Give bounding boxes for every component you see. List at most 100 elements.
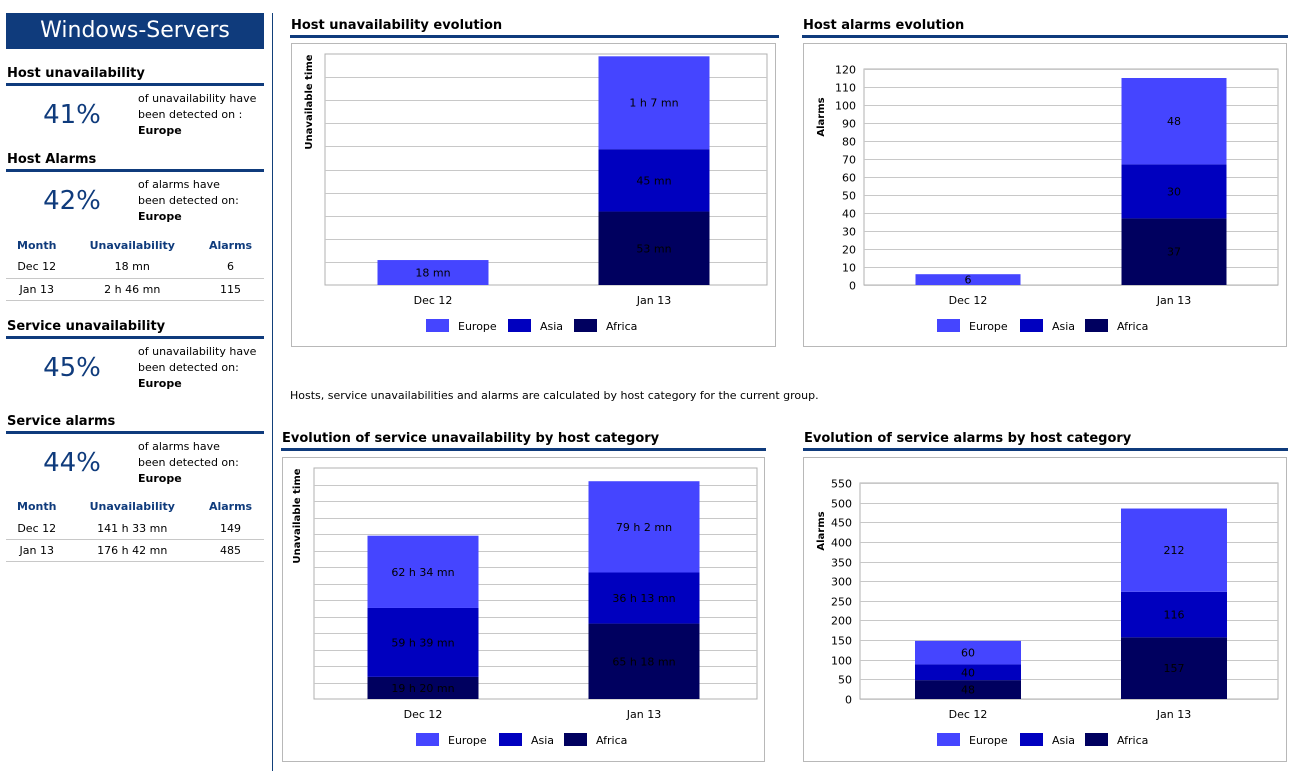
bar-africa (1121, 218, 1227, 285)
legend-label-africa: Africa (1117, 734, 1148, 747)
chart-frame: 0 50 100 150 200 250 300 350 400 450 500 550 Alarms 4… (803, 457, 1287, 762)
legend-swatch-africa (1085, 319, 1108, 332)
y-tick-label: 350 (831, 557, 852, 570)
y-tick-label: 500 (831, 498, 852, 511)
alarms-cell: 6 (197, 256, 264, 279)
chart-frame: Unavailable time 19 h 20 mn 59 h 39 mn 62 h… (282, 457, 765, 762)
legend-label-africa: Africa (606, 320, 637, 333)
service-unavailability-heading: Service unavailability (6, 319, 264, 339)
unavailability-cell: 2 h 46 mn (67, 278, 198, 301)
legend-label-europe: Europe (448, 734, 487, 747)
chart-title: Host unavailability evolution (290, 18, 779, 38)
table-row: Jan 13 2 h 46 mn 115 (6, 278, 264, 301)
legend-label-europe: Europe (969, 734, 1008, 747)
y-tick-label: 40 (842, 208, 856, 221)
bar-europe (1121, 508, 1227, 592)
table-header-row: Month Unavailability Alarms (6, 234, 264, 256)
host-alarms-stat: 42% of alarms have been detected on: Eur… (6, 172, 264, 230)
y-tick-label: 120 (835, 64, 856, 77)
legend-label-europe: Europe (458, 320, 497, 333)
service-summary-table: Month Unavailability Alarms Dec 12 141 h… (6, 496, 264, 562)
x-tick-label: Jan 13 (626, 708, 661, 721)
bar-africa (915, 680, 1021, 699)
table-header-row: Month Unavailability Alarms (6, 496, 264, 518)
legend-swatch-africa (1085, 733, 1108, 746)
unavailability-header: Unavailability (89, 500, 175, 513)
y-axis-label: Alarms (816, 511, 827, 550)
data-label: 1 h 7 mn (629, 97, 678, 110)
legend-label-asia: Asia (1052, 734, 1075, 747)
bar-asia (367, 607, 479, 677)
legend-label-africa: Africa (1117, 320, 1148, 333)
y-tick-label: 200 (831, 615, 852, 628)
y-tick-label: 20 (842, 244, 856, 257)
bar-asia (598, 149, 710, 212)
bar-africa (367, 676, 479, 699)
month-cell: Dec 12 (6, 517, 68, 540)
service-alarms-text: of alarms have been detected on: Europe (138, 439, 239, 485)
data-label: 18 mn (415, 267, 450, 280)
month-cell: Jan 13 (6, 539, 68, 562)
data-label: 157 (1164, 662, 1185, 675)
y-tick-label: 110 (835, 82, 856, 95)
x-tick-label: Dec 12 (414, 294, 453, 307)
host-unavailability-heading: Host unavailability (6, 66, 264, 86)
service-unavailability-value: 45% (43, 352, 101, 383)
service-alarms-stat: 44% of alarms have been detected on: Eur… (6, 434, 264, 492)
data-label: 40 (961, 666, 975, 679)
bar-asia (588, 572, 700, 624)
data-label: 45 mn (636, 174, 671, 187)
service-unavailability-category: Europe (138, 376, 182, 390)
legend-label-asia: Asia (540, 320, 563, 333)
data-label: 30 (1167, 185, 1181, 198)
y-tick-label: 100 (835, 100, 856, 113)
host-summary-table: Month Unavailability Alarms Dec 12 18 mn… (6, 234, 264, 301)
table-row: Dec 12 18 mn 6 (6, 256, 264, 279)
legend-label-europe: Europe (969, 320, 1008, 333)
y-tick-label: 0 (849, 280, 856, 293)
group-title: Windows-Servers (6, 13, 264, 49)
host-alarms-value: 42% (43, 186, 101, 216)
table-row: Jan 13 176 h 42 mn 485 (6, 539, 264, 562)
month-header: Month (17, 238, 57, 252)
chart-title: Evolution of service alarms by host cate… (803, 431, 1288, 451)
bar-europe (377, 260, 489, 285)
vertical-separator (272, 13, 273, 771)
data-label: 116 (1164, 609, 1185, 622)
y-tick-label: 0 (845, 694, 852, 707)
y-tick-label: 250 (831, 596, 852, 609)
data-label: 79 h 2 mn (616, 521, 672, 534)
legend-swatch-asia (1020, 733, 1043, 746)
service-alarms-value: 44% (43, 447, 101, 478)
bar-asia (915, 664, 1021, 681)
y-tick-label: 300 (831, 576, 852, 589)
legend-swatch-europe (426, 319, 449, 332)
legend-label-africa: Africa (596, 734, 627, 747)
alarms-header: Alarms (208, 238, 253, 252)
alarms-cell: 485 (197, 539, 264, 562)
host-unavailability-panel: Host unavailability evolution Unavailabl… (290, 18, 779, 348)
data-label: 59 h 39 mn (391, 636, 454, 649)
bar-europe (915, 640, 1021, 665)
bar-europe (915, 274, 1021, 285)
bar-africa (1121, 637, 1227, 699)
chart-frame: Unavailable time 18 mn Dec 12 53 mn 45 mn 1 h… (291, 43, 776, 347)
data-label: 60 (961, 647, 975, 660)
bar-asia (1121, 591, 1227, 638)
y-axis-label: Alarms (816, 97, 827, 136)
chart-frame: 0 10 20 30 40 50 60 70 80 90 100 110 120 Alarms 6 Dec 1… (803, 43, 1287, 347)
service-alarms-heading: Service alarms (6, 414, 264, 434)
month-cell: Dec 12 (6, 256, 68, 279)
chart-title: Evolution of service unavailability by h… (281, 431, 766, 451)
service-unavailability-chart: Unavailable time 19 h 20 mn 59 h 39 mn 62 h… (292, 467, 758, 747)
legend-label-asia: Asia (1052, 320, 1075, 333)
y-tick-label: 10 (842, 262, 856, 275)
legend-swatch-asia (499, 733, 522, 746)
bar-europe (588, 481, 700, 573)
service-unavailability-stat: 45% of unavailability have been detected… (6, 339, 264, 397)
bar-africa (588, 623, 700, 699)
bar-africa (598, 211, 710, 285)
legend-swatch-asia (1020, 319, 1043, 332)
sidebar: Windows-Servers Host unavailability 41% … (6, 13, 264, 771)
y-tick-label: 50 (838, 674, 852, 687)
